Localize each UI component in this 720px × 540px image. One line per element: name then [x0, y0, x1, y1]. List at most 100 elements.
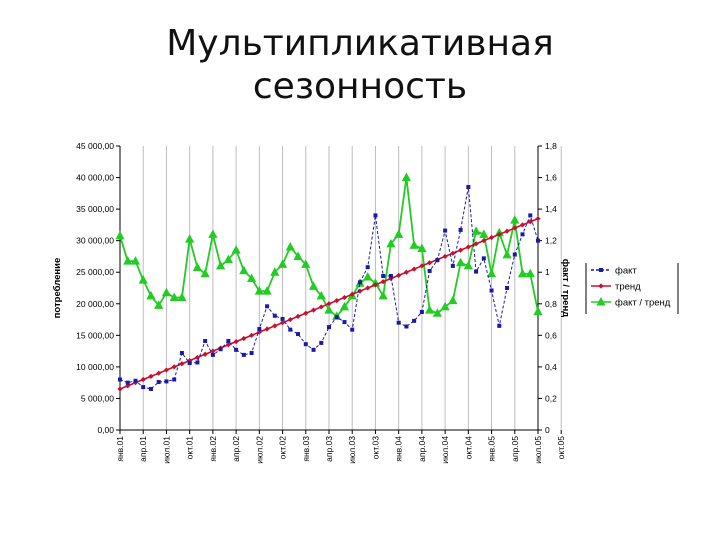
y2-tick-label: 0,4	[545, 362, 557, 372]
y-tick-label: 15 000,00	[76, 330, 114, 340]
data-point-2	[285, 241, 295, 251]
legend-marker-1	[598, 283, 604, 289]
data-point-1	[396, 272, 402, 278]
data-point-0	[481, 256, 486, 261]
x-tick-label: апр.03	[324, 436, 334, 462]
data-point-0	[512, 252, 517, 257]
data-point-2	[316, 290, 326, 300]
data-point-0	[435, 258, 440, 263]
data-point-0	[156, 380, 161, 385]
data-point-2	[517, 268, 528, 278]
data-point-2	[440, 301, 450, 311]
data-point-0	[327, 325, 331, 330]
data-point-2	[432, 308, 442, 317]
data-point-1	[372, 282, 379, 288]
data-point-1	[310, 307, 317, 313]
data-point-1	[419, 263, 425, 269]
data-point-2	[293, 251, 303, 260]
data-point-0	[357, 280, 362, 285]
data-point-0	[249, 351, 254, 356]
data-point-2	[339, 301, 350, 311]
data-point-1	[535, 215, 541, 222]
data-point-1	[481, 238, 487, 244]
data-point-2	[200, 268, 210, 278]
data-point-1	[427, 260, 433, 266]
data-point-0	[381, 274, 386, 279]
data-point-2	[448, 295, 458, 305]
data-point-1	[156, 370, 162, 376]
data-point-1	[341, 294, 348, 301]
data-point-0	[226, 339, 231, 344]
y-axis-title: потребление	[52, 258, 63, 319]
data-point-2	[277, 259, 288, 268]
x-tick-label: янв.02	[208, 436, 218, 462]
data-point-2	[363, 271, 373, 281]
data-point-1	[496, 231, 502, 237]
data-point-2	[324, 305, 334, 314]
data-point-2	[246, 273, 257, 283]
x-tick-label: апр.05	[510, 436, 520, 462]
data-point-1	[349, 291, 355, 297]
data-point-1	[473, 241, 479, 247]
data-point-0	[133, 378, 138, 383]
data-point-1	[210, 348, 216, 354]
legend-label-2: факт / тренд	[615, 298, 671, 309]
data-point-2	[525, 268, 535, 278]
data-point-1	[465, 244, 471, 250]
data-point-2	[417, 243, 427, 253]
y-tick-label: 45 000,00	[76, 141, 114, 151]
x-tick-label: янв.05	[487, 436, 497, 462]
data-point-1	[233, 339, 239, 345]
y-tick-label: 0,00	[97, 425, 114, 435]
data-point-1	[442, 253, 448, 260]
data-point-0	[365, 265, 370, 270]
data-point-1	[365, 285, 371, 291]
x-tick-label: июл.03	[347, 436, 357, 464]
y-tick-label: 35 000,00	[76, 204, 114, 214]
data-point-1	[140, 376, 146, 383]
data-point-0	[296, 332, 301, 337]
data-point-2	[486, 268, 497, 278]
data-point-0	[234, 347, 239, 352]
data-point-2	[192, 262, 203, 271]
x-tick-label: янв.04	[394, 436, 404, 462]
data-point-1	[241, 335, 247, 342]
data-point-0	[466, 185, 471, 190]
data-point-0	[458, 227, 463, 232]
data-point-1	[287, 316, 293, 323]
data-point-0	[528, 213, 533, 218]
data-point-1	[171, 364, 177, 370]
data-point-2	[502, 249, 512, 259]
data-point-1	[225, 342, 231, 348]
data-point-2	[161, 287, 172, 297]
y-tick-label: 40 000,00	[76, 173, 114, 183]
data-point-0	[164, 379, 169, 384]
data-point-1	[248, 332, 255, 338]
data-point-0	[241, 352, 246, 357]
data-point-0	[125, 380, 130, 385]
y2-tick-label: 0,6	[545, 330, 557, 340]
x-tick-label: июл.04	[440, 436, 450, 464]
data-point-1	[117, 386, 123, 392]
data-point-2	[510, 215, 520, 224]
data-point-0	[187, 361, 192, 366]
data-point-0	[497, 323, 502, 328]
data-point-0	[118, 377, 122, 382]
x-tick-label: окт.04	[463, 436, 473, 460]
data-point-1	[179, 361, 185, 367]
data-point-2	[254, 286, 264, 295]
data-point-2	[378, 290, 388, 300]
data-point-2	[231, 245, 241, 254]
data-point-0	[203, 339, 208, 344]
data-point-1	[411, 266, 417, 272]
data-point-1	[512, 225, 518, 231]
y-tick-label: 10 000,00	[76, 362, 114, 372]
data-point-1	[264, 326, 270, 332]
data-point-2	[169, 292, 179, 301]
data-point-0	[172, 377, 177, 382]
data-point-2	[115, 230, 125, 240]
x-tick-label: апр.01	[138, 436, 148, 462]
x-tick-label: апр.04	[417, 436, 427, 462]
data-point-0	[179, 351, 184, 356]
data-point-0	[280, 316, 285, 321]
